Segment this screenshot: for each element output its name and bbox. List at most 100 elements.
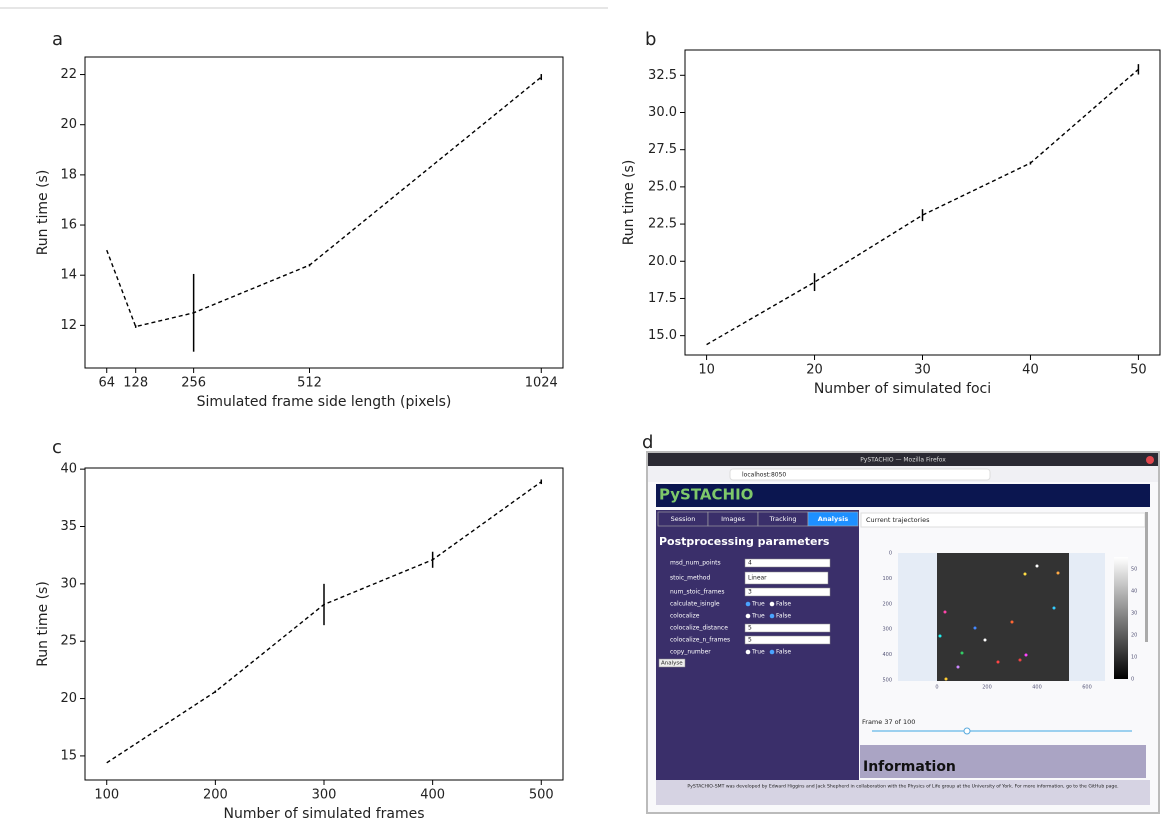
plot-y-tick: 300 — [882, 627, 892, 633]
y-axis-label: Run time (s) — [621, 160, 637, 246]
y-tick-label: 20 — [60, 117, 77, 132]
colorbar-tick: 20 — [1131, 633, 1137, 639]
screenshot: PySTACHIO — Mozilla Firefox localhost:80… — [646, 451, 1160, 814]
plot-y-tick: 200 — [882, 601, 892, 607]
x-tick-label: 50 — [1130, 363, 1147, 378]
y-tick-label: 14 — [60, 268, 77, 283]
input-value: 5 — [748, 637, 752, 644]
plot-y-tick: 100 — [882, 576, 892, 582]
panel-label: a — [52, 29, 63, 50]
tab-label: Images — [721, 515, 745, 523]
input-box[interactable] — [745, 624, 830, 632]
input-value: 4 — [748, 560, 752, 567]
left-panel — [656, 510, 859, 780]
tab-label: Tracking — [768, 515, 796, 523]
radio[interactable] — [770, 614, 775, 619]
x-tick-label: 400 — [420, 788, 445, 803]
radio[interactable] — [770, 602, 775, 607]
close-button[interactable] — [1146, 456, 1154, 464]
input-box[interactable] — [745, 559, 830, 567]
param-label: colocalize — [670, 613, 700, 620]
scrollbar — [1145, 512, 1148, 642]
plot-y-tick: 0 — [889, 551, 892, 557]
x-tick-label: 100 — [94, 788, 119, 803]
y-axis-label: Run time (s) — [35, 581, 51, 667]
colorbar-tick: 0 — [1131, 677, 1134, 683]
colorbar-tick: 30 — [1131, 611, 1137, 617]
param-label: msd_num_points — [670, 560, 721, 567]
colorbar-tick: 40 — [1131, 589, 1137, 595]
x-tick-label: 10 — [698, 363, 715, 378]
slider-knob[interactable] — [964, 728, 970, 734]
y-tick-label: 25 — [60, 634, 77, 649]
radio-label: True — [751, 613, 765, 620]
y-tick-label: 17.5 — [648, 291, 677, 306]
y-tick-label: 15.0 — [648, 328, 677, 343]
data-line — [107, 77, 542, 327]
param-label: stoic_method — [670, 575, 710, 582]
radio-label: True — [751, 649, 765, 656]
frame-label: Frame 37 of 100 — [862, 718, 915, 726]
radio[interactable] — [746, 614, 751, 619]
radio[interactable] — [746, 650, 751, 655]
param-label: calculate_isingle — [670, 601, 720, 608]
footer-text: PySTACHIO-SMT was developed by Edward Hi… — [687, 784, 1118, 790]
x-tick-label: 512 — [297, 376, 322, 391]
url: localhost:8050 — [742, 472, 786, 479]
y-axis-label: Run time (s) — [35, 170, 51, 256]
page: PySTACHIO — Mozilla Firefox localhost:80… — [0, 0, 1162, 819]
plot-y-tick: 400 — [882, 652, 892, 658]
x-tick-label: 300 — [312, 788, 337, 803]
x-tick-label: 128 — [123, 376, 148, 391]
y-tick-label: 20.0 — [648, 254, 677, 269]
y-tick-label: 16 — [60, 218, 77, 233]
tab-label: Session — [671, 515, 696, 523]
x-tick-label: 40 — [1022, 363, 1039, 378]
y-tick-label: 20 — [60, 691, 77, 706]
param-label: copy_number — [670, 649, 711, 656]
panel-label: b — [645, 29, 656, 50]
y-tick-label: 27.5 — [648, 142, 677, 157]
x-tick-label: 200 — [203, 788, 228, 803]
plot-frame — [85, 57, 563, 368]
y-tick-label: 22.5 — [648, 217, 677, 232]
dropdown-label: Current trajectories — [866, 516, 930, 524]
radio-label: False — [776, 649, 791, 656]
x-tick-label: 20 — [806, 363, 823, 378]
x-axis-label: Number of simulated frames — [223, 806, 424, 819]
window-title: PySTACHIO — Mozilla Firefox — [860, 457, 946, 464]
plot-x-tick: 400 — [1032, 685, 1042, 691]
panel-heading: Postprocessing parameters — [659, 535, 830, 548]
y-tick-label: 22 — [60, 67, 77, 82]
radio-label: False — [776, 601, 791, 608]
frame-image — [937, 553, 1069, 681]
x-tick-label: 256 — [181, 376, 206, 391]
x-tick-label: 500 — [529, 788, 554, 803]
y-tick-label: 18 — [60, 167, 77, 182]
input-box[interactable] — [745, 588, 830, 596]
info-title: Information — [863, 759, 956, 775]
input-box[interactable] — [745, 636, 830, 644]
input-value: Linear — [748, 575, 767, 582]
radio-label: True — [751, 601, 765, 608]
param-label: colocalize_distance — [670, 625, 728, 632]
figure: PySTACHIO — Mozilla Firefox localhost:80… — [0, 0, 1162, 819]
radio-label: False — [776, 613, 791, 620]
panel-label: d — [642, 432, 653, 453]
y-tick-label: 32.5 — [648, 68, 677, 83]
colorbar-tick: 50 — [1131, 567, 1137, 573]
input-value: 3 — [748, 589, 752, 596]
plot-x-tick: 0 — [935, 685, 938, 691]
plot-x-tick: 600 — [1082, 685, 1092, 691]
x-axis-label: Simulated frame side length (pixels) — [197, 394, 452, 410]
app-title: PySTACHIO — [659, 486, 753, 504]
radio[interactable] — [770, 650, 775, 655]
tab-label: Analysis — [818, 515, 849, 523]
plot-frame — [685, 50, 1160, 355]
param-label: num_stoic_frames — [670, 589, 724, 596]
colorbar-tick: 10 — [1131, 655, 1137, 661]
plot-y-tick: 500 — [882, 678, 892, 684]
input-value: 5 — [748, 625, 752, 632]
radio[interactable] — [746, 602, 751, 607]
x-tick-label: 64 — [98, 376, 115, 391]
